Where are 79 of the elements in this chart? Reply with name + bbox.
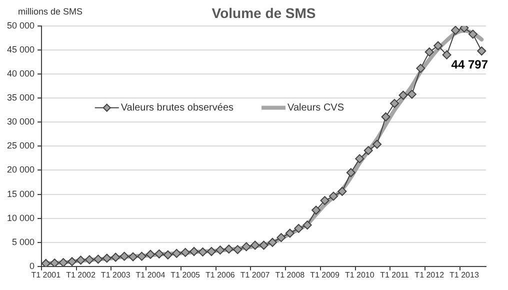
point (276, 233, 286, 242)
point (216, 246, 225, 255)
point (259, 240, 268, 250)
point (111, 252, 120, 262)
x-tick-label: T1 2003 (100, 270, 131, 280)
point (450, 26, 460, 35)
y-tick-label: 25 000 (6, 140, 35, 151)
point (163, 250, 172, 260)
legend-label: Valeurs brutes observées (120, 102, 234, 114)
point (224, 244, 234, 254)
y-tick-label: 10 000 (6, 212, 35, 223)
point (468, 30, 478, 39)
x-tick-label: T1 2009 (310, 270, 340, 280)
point (338, 186, 347, 196)
point (294, 224, 304, 233)
x-tick-label: T1 2012 (414, 270, 445, 280)
point (146, 250, 155, 259)
point (312, 206, 321, 215)
point (128, 252, 138, 262)
x-tick-label: T1 2006 (206, 270, 236, 280)
point (120, 252, 129, 261)
point (442, 50, 452, 60)
x-tick-label: T1 2004 (136, 270, 166, 280)
y-axis-title: millions de SMS (18, 6, 83, 16)
point (94, 254, 103, 264)
point (416, 64, 426, 73)
point (302, 220, 312, 230)
point (50, 258, 60, 266)
point (84, 255, 94, 264)
y-tick-label: 35 000 (6, 92, 35, 103)
point (346, 168, 356, 178)
x-tick-label: T1 2001 (31, 270, 62, 280)
y-tick-label: 15 000 (6, 188, 35, 199)
point (372, 140, 382, 149)
point (76, 256, 86, 265)
y-tick-label: 40 000 (6, 68, 35, 79)
x-tick-label: T1 2011 (380, 270, 410, 280)
point (102, 254, 112, 263)
point (190, 246, 199, 256)
y-tick-label: 45 000 (6, 44, 35, 55)
point (381, 112, 390, 122)
point (434, 41, 443, 50)
x-tick-label: T1 2013 (450, 270, 480, 280)
point (390, 98, 399, 108)
point (250, 240, 260, 250)
y-tick-label: 0 (30, 260, 35, 271)
point (407, 90, 416, 99)
point (198, 247, 208, 256)
point (477, 46, 486, 56)
point (154, 249, 164, 258)
point (68, 257, 77, 266)
y-tick-label: 30 000 (6, 116, 35, 127)
y-tick-label: 5 000 (12, 236, 35, 247)
legend-label: Valeurs CVS (288, 102, 344, 114)
point (328, 192, 338, 201)
x-tick-label: T1 2007 (240, 270, 270, 280)
point (364, 146, 373, 156)
point (398, 90, 408, 100)
point (172, 248, 182, 258)
point (320, 196, 330, 206)
point (268, 238, 277, 247)
x-tick-label: T1 2002 (66, 270, 96, 280)
chart-title: Volume de SMS (212, 4, 316, 21)
point (180, 248, 190, 257)
x-tick-label: T1 2008 (275, 270, 306, 280)
point (242, 242, 251, 252)
point (41, 259, 50, 266)
x-tick-label: T1 2010 (344, 270, 375, 280)
point (137, 252, 146, 261)
data-label: 44 797 (451, 57, 488, 72)
point (355, 154, 364, 164)
point (233, 245, 242, 254)
point (424, 47, 434, 56)
y-tick-label: 50 000 (6, 20, 35, 30)
point (206, 246, 216, 256)
point (285, 228, 294, 238)
x-tick-label: T1 2005 (170, 270, 201, 280)
y-tick-label: 20 000 (6, 164, 35, 175)
point (58, 258, 68, 266)
